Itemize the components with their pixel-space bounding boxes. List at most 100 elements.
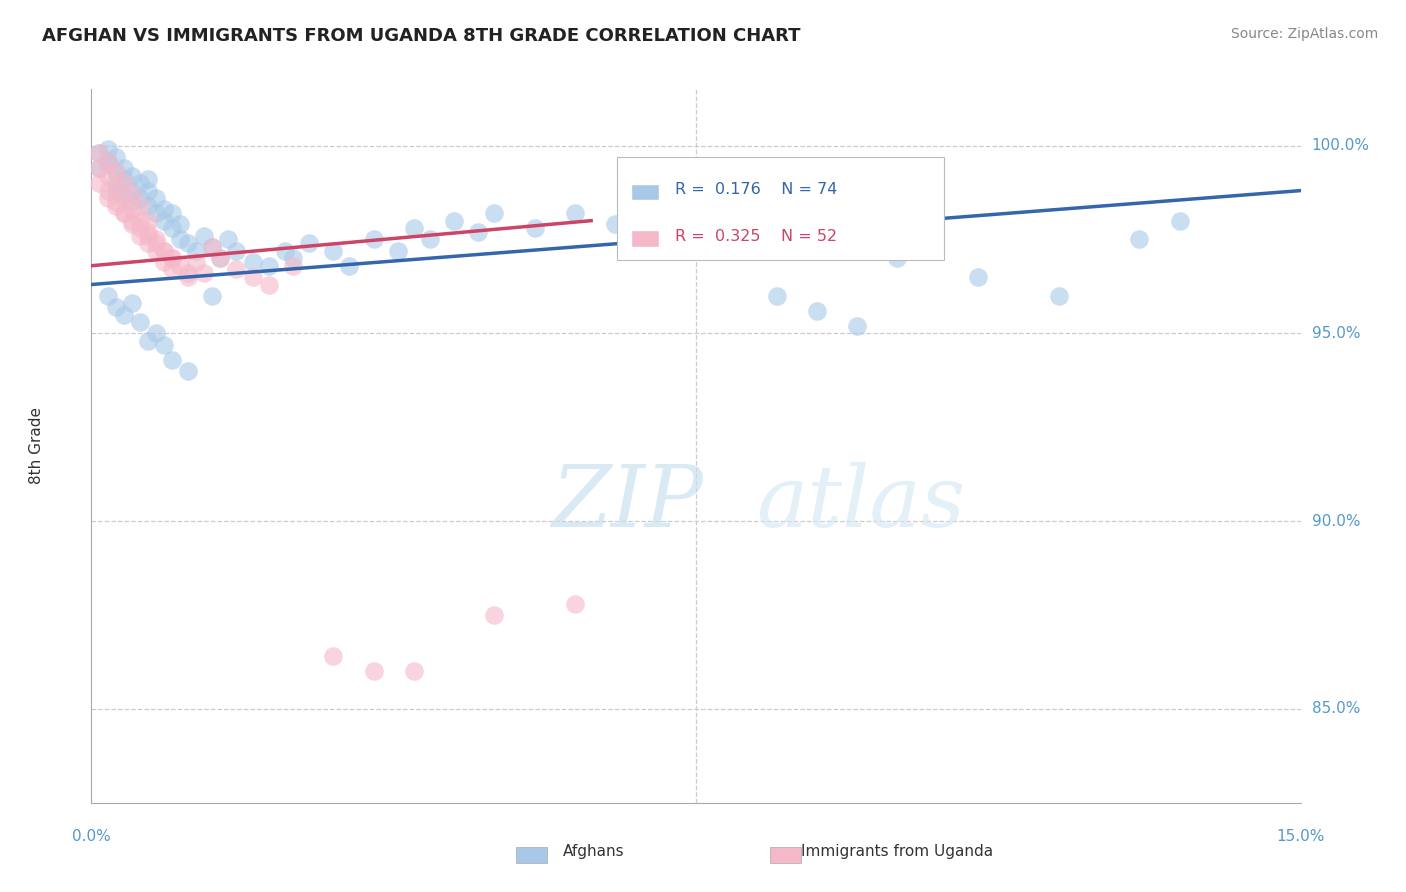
Point xyxy=(96,184,118,198)
Point xyxy=(128,213,150,227)
Point xyxy=(96,157,118,171)
Point xyxy=(136,236,159,251)
Point xyxy=(402,665,425,679)
Point xyxy=(806,303,828,318)
Text: 0.0%: 0.0% xyxy=(72,829,111,844)
Point xyxy=(186,255,208,269)
Point xyxy=(322,649,344,664)
Point xyxy=(225,262,247,277)
Point xyxy=(209,251,232,265)
Text: atlas: atlas xyxy=(756,462,966,544)
Point xyxy=(765,289,787,303)
Point xyxy=(387,244,409,258)
Point xyxy=(169,218,191,232)
Point xyxy=(128,315,150,329)
Point xyxy=(153,255,176,269)
Point xyxy=(217,232,239,246)
Point xyxy=(402,221,425,235)
Point xyxy=(112,308,135,322)
Point xyxy=(121,187,143,202)
Point xyxy=(128,221,150,235)
Point xyxy=(177,364,200,378)
Point xyxy=(886,251,908,265)
Point xyxy=(136,228,159,243)
Text: R =  0.176    N = 74: R = 0.176 N = 74 xyxy=(675,182,838,197)
FancyBboxPatch shape xyxy=(617,157,943,260)
Point xyxy=(363,665,385,679)
Point xyxy=(112,187,135,202)
Point xyxy=(121,194,143,209)
Point xyxy=(242,255,264,269)
Point xyxy=(128,176,150,190)
Point xyxy=(281,251,304,265)
Point xyxy=(153,244,176,258)
Point xyxy=(644,199,666,213)
Bar xyxy=(631,185,659,200)
Point xyxy=(153,213,176,227)
Point xyxy=(96,142,118,156)
Point xyxy=(484,206,506,220)
Point xyxy=(145,244,167,258)
Point xyxy=(89,146,111,161)
Point xyxy=(136,213,159,227)
Point xyxy=(725,194,748,209)
Point xyxy=(169,232,191,246)
Point xyxy=(136,334,159,348)
Point xyxy=(605,218,627,232)
Point xyxy=(160,251,183,265)
Text: 15.0%: 15.0% xyxy=(1277,829,1324,844)
Point xyxy=(136,172,159,186)
Text: 100.0%: 100.0% xyxy=(1312,138,1369,153)
Point xyxy=(484,607,506,622)
Text: Immigrants from Uganda: Immigrants from Uganda xyxy=(801,845,994,859)
Point xyxy=(104,179,127,194)
Point xyxy=(193,266,215,280)
Text: 90.0%: 90.0% xyxy=(1312,514,1360,529)
Point xyxy=(112,206,135,220)
Text: R =  0.325    N = 52: R = 0.325 N = 52 xyxy=(675,228,838,244)
Point xyxy=(160,352,183,367)
Text: 95.0%: 95.0% xyxy=(1312,326,1360,341)
Point xyxy=(121,213,143,227)
Point xyxy=(153,202,176,217)
Point xyxy=(337,259,360,273)
Point xyxy=(145,236,167,251)
Point xyxy=(177,270,200,285)
Point xyxy=(1047,289,1070,303)
Point xyxy=(96,289,118,303)
Point xyxy=(104,176,127,190)
Point xyxy=(467,225,489,239)
Point xyxy=(257,259,280,273)
Point xyxy=(564,206,586,220)
Point xyxy=(104,165,127,179)
Point xyxy=(242,270,264,285)
Point xyxy=(1168,213,1191,227)
Point xyxy=(225,244,247,258)
Point xyxy=(186,244,208,258)
Point xyxy=(128,191,150,205)
Point xyxy=(121,202,143,217)
Point xyxy=(128,199,150,213)
Point xyxy=(281,259,304,273)
Point xyxy=(136,199,159,213)
Point xyxy=(177,236,200,251)
Point xyxy=(523,221,546,235)
Point xyxy=(121,218,143,232)
Point xyxy=(322,244,344,258)
Point xyxy=(298,236,321,251)
Point xyxy=(363,232,385,246)
Point xyxy=(96,153,118,168)
Point xyxy=(274,244,297,258)
Text: 85.0%: 85.0% xyxy=(1312,701,1360,716)
Point xyxy=(104,165,127,179)
Point xyxy=(89,161,111,175)
Point xyxy=(443,213,465,227)
Point xyxy=(160,251,183,265)
Point xyxy=(96,169,118,183)
Point xyxy=(112,191,135,205)
Point xyxy=(419,232,441,246)
Point xyxy=(177,266,200,280)
Point xyxy=(136,184,159,198)
Point xyxy=(89,176,111,190)
Text: AFGHAN VS IMMIGRANTS FROM UGANDA 8TH GRADE CORRELATION CHART: AFGHAN VS IMMIGRANTS FROM UGANDA 8TH GRA… xyxy=(42,27,800,45)
